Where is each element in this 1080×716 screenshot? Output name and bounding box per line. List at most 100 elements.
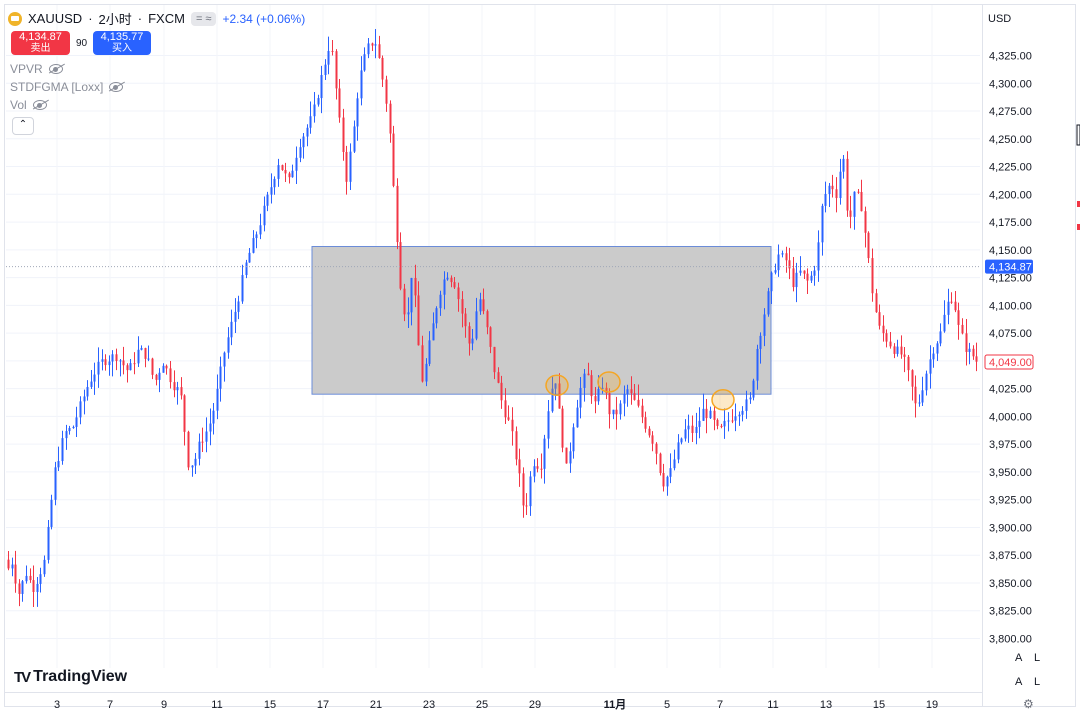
candle-body xyxy=(518,459,521,474)
candle-body xyxy=(97,361,100,375)
tradingview-logo[interactable]: TV TradingView xyxy=(14,668,127,686)
candle-body xyxy=(468,326,471,344)
auto-scale-button[interactable]: A xyxy=(1015,676,1023,688)
candle-body xyxy=(101,359,104,362)
interval-label[interactable]: 2小时 xyxy=(98,12,132,27)
candle-body xyxy=(317,98,320,105)
y-tick-label: 3,925.00 xyxy=(989,495,1032,507)
candle-body xyxy=(345,151,348,182)
indicator-stdfgma[interactable]: STDFGMA [Loxx] xyxy=(10,80,124,94)
candle-body xyxy=(489,327,492,347)
eye-hidden-icon[interactable] xyxy=(32,100,47,110)
candle-body xyxy=(738,414,741,417)
candle-body xyxy=(173,382,176,391)
candle-body xyxy=(356,98,359,127)
candle-body xyxy=(695,426,698,434)
candle-body xyxy=(234,311,237,322)
candle-body xyxy=(39,574,42,584)
y-tick-label: 4,275.00 xyxy=(989,106,1032,118)
candle-body xyxy=(849,210,852,217)
candle-body xyxy=(464,313,467,327)
highlight-marker xyxy=(597,371,621,393)
currency-selector[interactable]: USD xyxy=(988,13,1012,25)
y-tick-label: 3,900.00 xyxy=(989,522,1032,534)
auto-scale-button[interactable]: A xyxy=(1015,652,1023,664)
candle-body xyxy=(641,405,644,418)
candle-body xyxy=(47,526,50,560)
indicator-vol[interactable]: Vol xyxy=(10,98,47,112)
candle-body xyxy=(590,375,593,397)
candle-body xyxy=(619,403,622,415)
candle-body xyxy=(417,295,420,346)
candle-body xyxy=(666,476,669,487)
candle-body xyxy=(853,191,856,217)
candle-body xyxy=(266,194,269,206)
candle-body xyxy=(846,158,849,211)
candle-body xyxy=(709,410,712,419)
candle-body xyxy=(713,410,716,420)
candle-body xyxy=(378,44,381,58)
x-tick-label: 7 xyxy=(107,699,113,711)
x-tick-label: 19 xyxy=(926,699,938,711)
symbol-header[interactable]: XAUUSD · 2小时 · FXCM = ≈ +2.34 (+0.06%) xyxy=(8,9,305,28)
chevron-up-icon: ⌃ xyxy=(18,119,28,130)
candle-body xyxy=(403,288,406,315)
candle-body xyxy=(270,187,273,195)
candle-body xyxy=(223,352,226,367)
indicator-vpvr[interactable]: VPVR xyxy=(10,62,63,76)
candle-body xyxy=(245,262,248,276)
candle-body xyxy=(309,116,312,128)
candle-body xyxy=(684,429,687,439)
candle-body xyxy=(57,461,60,468)
candle-body xyxy=(727,420,730,422)
candle-body xyxy=(511,419,514,432)
edge-marker xyxy=(1077,201,1080,207)
buy-button[interactable]: 4,135.77 买入 xyxy=(93,31,151,55)
candle-body xyxy=(198,441,201,459)
candle-body xyxy=(558,383,561,409)
log-scale-button[interactable]: L xyxy=(1034,652,1041,664)
candle-body xyxy=(68,428,71,432)
candle-body xyxy=(363,54,366,71)
highlight-marker xyxy=(711,388,735,411)
sell-button[interactable]: 4,134.87 卖出 xyxy=(11,31,70,55)
candle-body xyxy=(36,583,39,592)
candle-body xyxy=(259,225,262,235)
y-tick-label: 3,950.00 xyxy=(989,467,1032,479)
log-scale-button[interactable]: L xyxy=(1034,676,1041,688)
candle-body xyxy=(529,476,532,507)
candle-body xyxy=(914,386,917,404)
candle-body xyxy=(493,346,496,373)
candle-body xyxy=(554,383,557,389)
collapse-legend-button[interactable]: ⌃ xyxy=(12,117,34,135)
candle-body xyxy=(7,559,10,569)
x-tick-label: 11 xyxy=(767,699,778,711)
eye-hidden-icon[interactable] xyxy=(48,64,63,74)
y-tick-label: 4,225.00 xyxy=(989,162,1032,174)
candle-body xyxy=(597,388,600,402)
candle-body xyxy=(450,277,453,283)
x-tick-label: 13 xyxy=(820,699,832,711)
candle-body xyxy=(187,431,190,468)
price-change: +2.34 (+0.06%) xyxy=(222,11,306,26)
candle-body xyxy=(335,51,338,89)
candle-body xyxy=(482,299,485,312)
consolidation-zone xyxy=(311,246,772,395)
candle-body xyxy=(957,310,960,325)
candle-body xyxy=(194,458,197,466)
candle-body xyxy=(443,279,446,295)
sell-price: 4,134.87 xyxy=(19,31,62,43)
market-status-badge[interactable]: = ≈ xyxy=(190,11,217,26)
candle-body xyxy=(540,468,543,470)
eye-hidden-icon[interactable] xyxy=(109,82,124,92)
settings-gear-icon[interactable]: ⚙ xyxy=(1023,697,1034,711)
candle-body xyxy=(155,374,158,380)
candle-body xyxy=(677,442,680,460)
candle-body xyxy=(104,359,107,366)
candle-body xyxy=(11,564,14,569)
source-label: FXCM xyxy=(148,11,185,26)
candle-body xyxy=(777,254,780,271)
candle-body xyxy=(129,363,132,371)
